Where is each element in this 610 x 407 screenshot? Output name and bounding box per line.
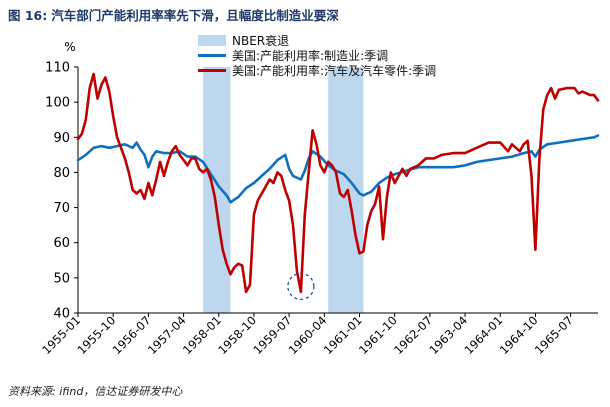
legend-label-recession: NBER衰退: [232, 34, 290, 48]
legend-swatch-recession: [198, 35, 226, 46]
legend-label-auto: 美国:产能利用率:汽车及汽车零件:季调: [232, 64, 437, 78]
annotation-circle: [287, 272, 315, 301]
legend-swatch-manufacturing: [198, 54, 226, 57]
legend-item-recession: NBER衰退: [198, 33, 436, 48]
y-tick-label: 50: [53, 271, 70, 286]
y-tick-label: 110: [45, 61, 70, 76]
legend: NBER衰退 美国:产能利用率:制造业:季调 美国:产能利用率:汽车及汽车零件:…: [198, 33, 436, 78]
series-line-manufacturing: [76, 134, 600, 204]
x-axis-ticks: 1955-011955-101956-071957-041958-011958-…: [39, 313, 576, 357]
figure-source: 资料来源: ifind，信达证券研发中心: [8, 385, 183, 398]
recession-band-1: [203, 67, 231, 313]
legend-swatch-auto: [198, 69, 226, 72]
data-series: [76, 72, 600, 294]
axes: %: [64, 40, 598, 314]
legend-label-manufacturing: 美国:产能利用率:制造业:季调: [232, 49, 389, 63]
line-chart: % 40 50 60 70 80 90 100 110 1955-011955-101956-…: [39, 40, 600, 357]
figure-label: 图 16:: [8, 8, 48, 23]
y-tick-label: 90: [53, 131, 70, 146]
series-line-auto: [76, 72, 600, 294]
annotations: [287, 272, 315, 301]
y-axis-ticks: 40 50 60 70 80 90 100 110: [45, 61, 78, 322]
y-tick-label: 70: [53, 201, 70, 216]
figure-title-text: 汽车部门产能利用率率先下滑，且幅度比制造业要深: [51, 8, 339, 23]
figure-title: 图 16: 汽车部门产能利用率率先下滑，且幅度比制造业要深: [8, 5, 339, 24]
y-tick-label: 80: [53, 166, 70, 181]
y-tick-label: 60: [53, 236, 70, 251]
y-axis-unit-label: %: [64, 40, 75, 54]
legend-item-auto: 美国:产能利用率:汽车及汽车零件:季调: [198, 63, 436, 78]
x-tick-label: 1965-07: [532, 313, 576, 357]
y-tick-label: 40: [53, 307, 70, 322]
y-tick-label: 100: [45, 96, 70, 111]
legend-item-manufacturing: 美国:产能利用率:制造业:季调: [198, 48, 436, 63]
